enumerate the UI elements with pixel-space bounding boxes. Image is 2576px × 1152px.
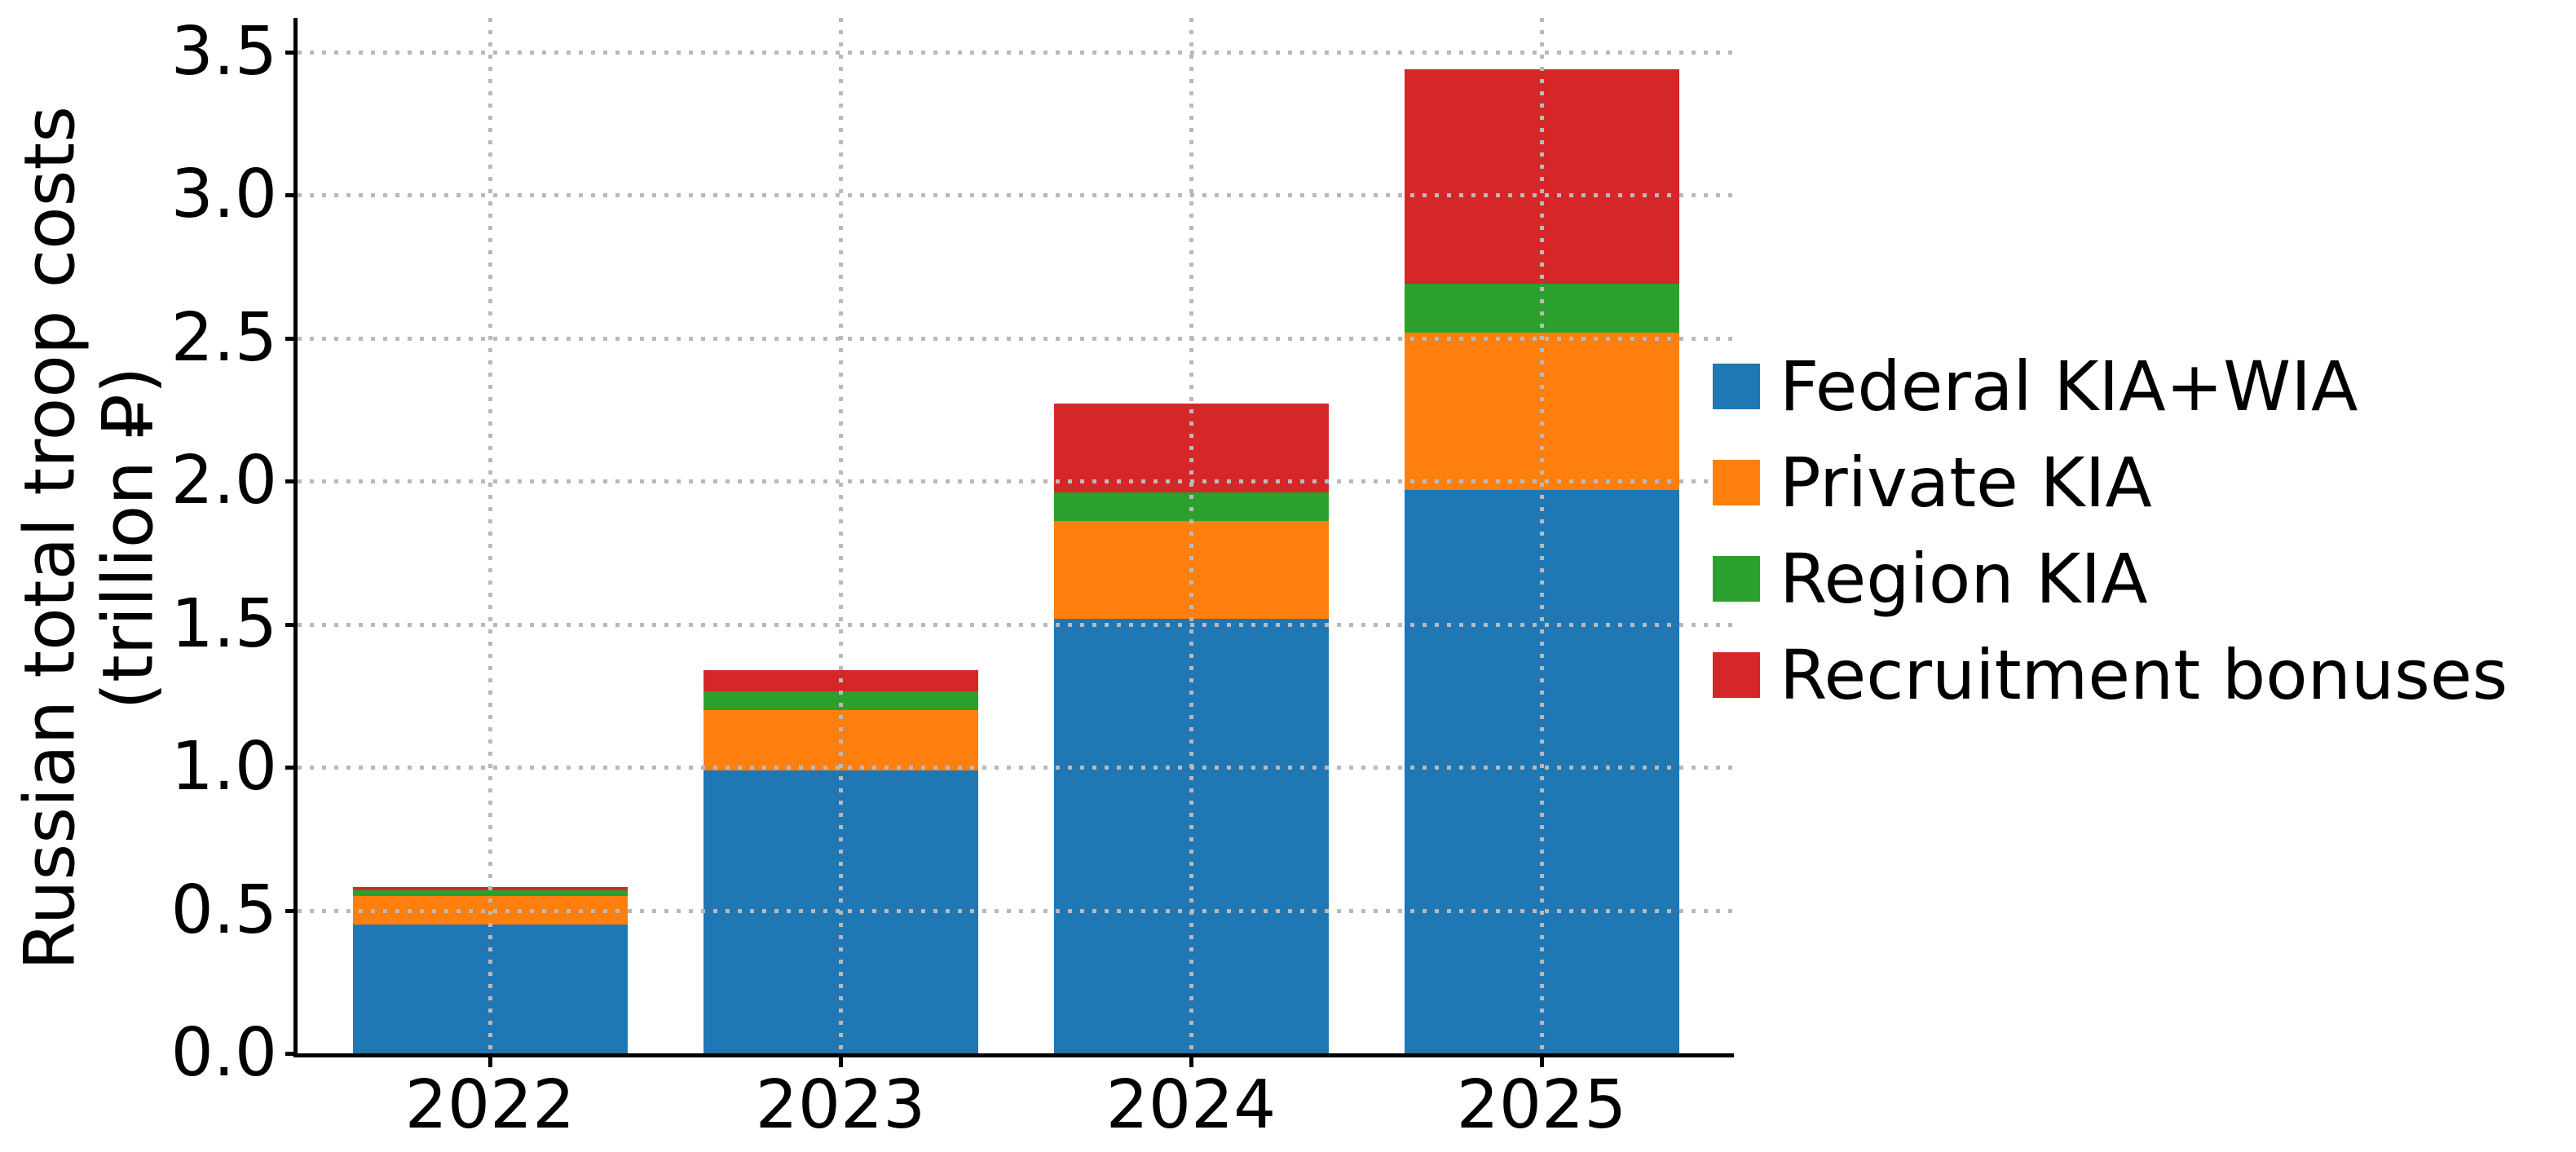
legend-swatch-icon [1713,652,1760,698]
y-tick-label-1.0: 1.0 [170,728,277,806]
y-axis-spine [293,18,298,1057]
y-tick-mark-3.0 [285,193,298,198]
y-tick-mark-0.5 [285,908,298,913]
y-tick-mark-2.5 [285,336,298,341]
y-tick-mark-3.5 [285,50,298,55]
y-tick-label-3.0: 3.0 [170,156,277,234]
gridline-x-2024 [1189,18,1193,1053]
y-tick-mark-1.0 [285,766,298,770]
legend-label: Region KIA [1780,539,2148,619]
x-tick-label-2024: 2024 [1105,1066,1277,1144]
y-tick-label-0.0: 0.0 [170,1014,277,1092]
y-axis-title: Russian total troop costs (trillion ₽) [9,105,170,971]
gridline-x-2025 [1540,18,1544,1053]
legend-item-private-kia: Private KIA [1713,446,2152,519]
gridline-x-2023 [839,18,843,1053]
legend-swatch-icon [1713,460,1760,505]
legend-swatch-icon [1713,556,1760,602]
x-axis-spine [293,1053,1734,1057]
legend-label: Private KIA [1780,443,2152,523]
x-tick-label-2025: 2025 [1456,1066,1627,1144]
gridline-y-3.0 [298,193,1734,198]
legend-item-federal-kia-wia: Federal KIA+WIA [1713,350,2358,423]
y-tick-mark-1.5 [285,622,298,627]
y-tick-label-0.5: 0.5 [170,871,277,949]
legend-label: Federal KIA+WIA [1780,346,2358,426]
x-tick-mark-2024 [1189,1055,1193,1067]
gridline-x-2022 [488,18,492,1053]
x-tick-label-2022: 2022 [404,1066,576,1144]
y-tick-label-1.5: 1.5 [170,585,277,663]
gridline-y-0.5 [298,908,1734,913]
y-axis-title-line2: (trillion ₽) [88,366,170,710]
legend-label: Recruitment bonuses [1780,635,2508,715]
x-tick-mark-2023 [839,1055,843,1067]
legend-item-region-kia: Region KIA [1713,542,2148,616]
y-tick-mark-0.0 [285,1052,298,1056]
x-tick-label-2023: 2023 [755,1066,926,1144]
gridline-y-1.5 [298,622,1734,627]
y-tick-label-3.5: 3.5 [170,12,277,90]
legend-item-recruitment-bonuses: Recruitment bonuses [1713,638,2508,712]
gridline-y-2.0 [298,479,1734,484]
x-tick-mark-2025 [1540,1055,1544,1067]
gridline-y-3.5 [298,50,1734,55]
gridline-y-1.0 [298,766,1734,770]
y-tick-label-2.0: 2.0 [170,442,277,520]
y-axis-title-line1: Russian total troop costs [9,105,91,971]
gridline-y-2.5 [298,336,1734,341]
y-tick-mark-2.0 [285,479,298,484]
x-tick-mark-2022 [488,1055,492,1067]
legend-swatch-icon [1713,364,1760,409]
y-tick-label-2.5: 2.5 [170,298,277,377]
